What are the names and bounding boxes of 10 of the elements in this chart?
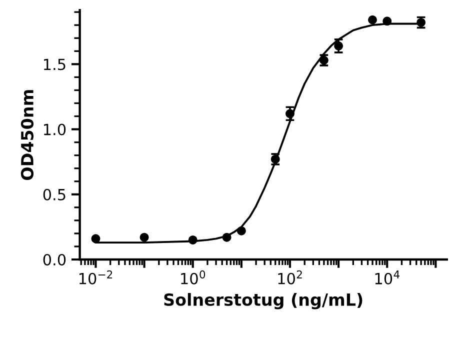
x-tick-label: 10$^{4}$ — [375, 270, 400, 284]
y-tick-label: 0.0 — [43, 254, 66, 266]
x-tick-label: 10$^{0}$ — [181, 270, 206, 284]
y-tick-label: 1.5 — [44, 58, 66, 70]
y-tick-label: 0.5 — [43, 188, 66, 200]
x-axis-title: Solnerstotug (ng/mL) — [164, 293, 362, 310]
y-tick-label: 1.0 — [44, 124, 66, 136]
x-tick-label: 10$^{−2}$ — [79, 270, 112, 284]
x-tick-label: 10$^{2}$ — [278, 270, 302, 284]
y-axis-title: OD450nm — [20, 90, 34, 180]
